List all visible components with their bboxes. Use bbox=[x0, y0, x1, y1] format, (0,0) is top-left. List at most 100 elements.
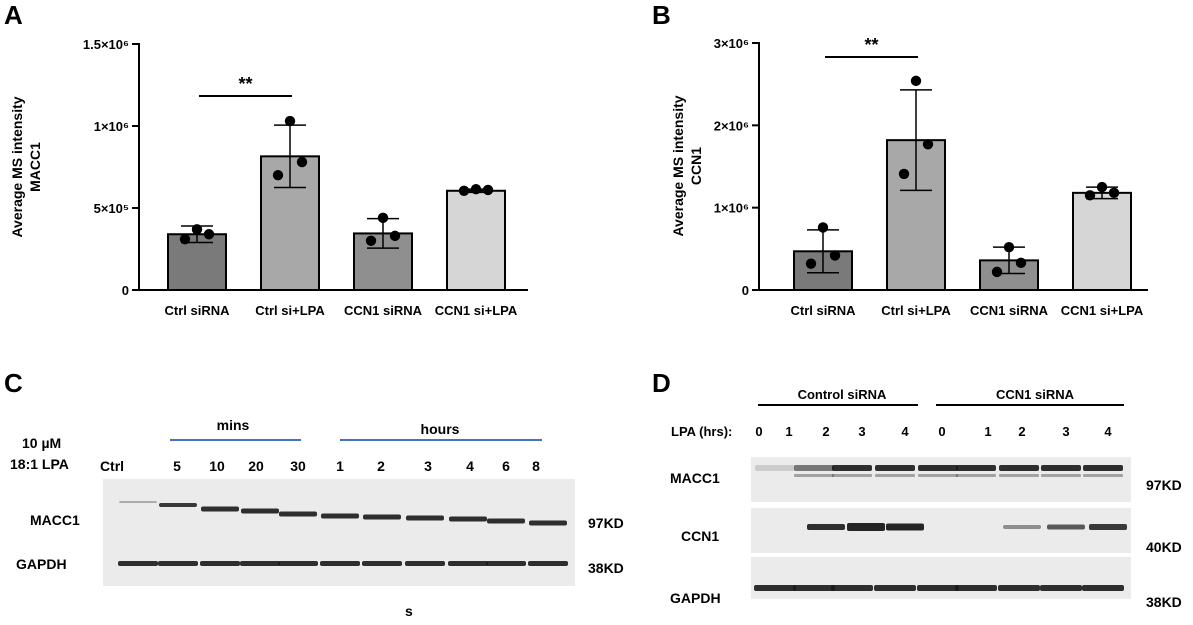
panel-a-bar bbox=[446, 189, 506, 291]
macc1-lower-band bbox=[918, 474, 958, 477]
lane-label: 1 bbox=[336, 458, 344, 474]
ccn1-band bbox=[807, 524, 845, 530]
macc1-band bbox=[875, 465, 915, 471]
caption: s bbox=[405, 603, 413, 619]
lane-label: 6 bbox=[502, 458, 510, 474]
macc1-band bbox=[449, 516, 487, 522]
lane-label: 2 bbox=[822, 424, 829, 439]
row-label-macc1-d: MACC1 bbox=[670, 470, 720, 486]
panel-b-category-label: Ctrl siRNA bbox=[790, 303, 856, 318]
panel-b-bar bbox=[1072, 191, 1132, 291]
lane-label: 1 bbox=[785, 424, 792, 439]
group-label-hours: hours bbox=[421, 421, 460, 437]
macc1-band bbox=[529, 520, 567, 526]
lane-label: 0 bbox=[938, 424, 945, 439]
panel-b-ytick-label: 3×10⁶ bbox=[714, 36, 749, 51]
macc1-band bbox=[1041, 465, 1081, 471]
size-label-38kd-d: 38KD bbox=[1146, 594, 1182, 610]
lane-label: 1 bbox=[984, 424, 991, 439]
row-label-gapdh: GAPDH bbox=[16, 556, 67, 572]
lane-label: 20 bbox=[248, 458, 264, 474]
gapdh-band bbox=[1082, 585, 1124, 591]
gapdh-band bbox=[874, 585, 916, 591]
panel-d: D Control siRNA CCN1 siRNA LPA (hrs): 0 1… bbox=[652, 368, 1182, 610]
macc1-band bbox=[279, 511, 317, 517]
panel-a-letter: A bbox=[4, 0, 23, 30]
panel-a-ylabel-line2: MACC1 bbox=[27, 142, 43, 192]
macc1-lower-band bbox=[875, 474, 915, 477]
row-label-ccn1-d: CCN1 bbox=[681, 528, 719, 544]
panel-a-data-point bbox=[458, 185, 470, 196]
gapdh-band bbox=[528, 561, 568, 566]
panel-a-data-point bbox=[377, 212, 389, 224]
gapdh-band bbox=[118, 561, 158, 566]
panel-a-category-label: CCN1 siRNA bbox=[344, 303, 423, 318]
size-label-38kd: 38KD bbox=[588, 560, 624, 576]
panel-a-ytick-label: 1×10⁶ bbox=[94, 119, 129, 134]
panel-b-category-label: CCN1 si+LPA bbox=[1061, 303, 1144, 318]
panel-b-data-point bbox=[1084, 190, 1096, 201]
gapdh-band bbox=[405, 561, 445, 566]
panel-b-data-point bbox=[817, 222, 829, 233]
panel-c-lane-labels: Ctrl 5 10 20 30 1 2 3 4 6 8 bbox=[100, 458, 540, 474]
ccn1-band bbox=[1003, 525, 1041, 529]
lane-label: 4 bbox=[901, 424, 909, 439]
panel-d-bands bbox=[754, 465, 1127, 591]
lane-label: 3 bbox=[424, 458, 432, 474]
gapdh-band bbox=[793, 585, 835, 591]
macc1-band bbox=[755, 465, 795, 471]
macc1-band bbox=[487, 518, 525, 524]
ccn1-band bbox=[886, 523, 924, 531]
ccn1-band bbox=[1047, 524, 1085, 530]
gapdh-band bbox=[831, 585, 873, 591]
panel-a-data-point bbox=[179, 233, 191, 245]
treatment-label-line2: 18:1 LPA bbox=[10, 456, 69, 472]
panel-a-data-point bbox=[482, 184, 494, 196]
lane-label: 3 bbox=[1062, 424, 1069, 439]
lane-label: 4 bbox=[466, 458, 474, 474]
panel-a-chart: 0 5×10⁵ 1×10⁶ 1.5×10⁶ Ctrl siRNA Ctrl si+LPA C… bbox=[83, 37, 518, 318]
lane-label: 8 bbox=[532, 458, 540, 474]
panel-b-data-point bbox=[898, 168, 910, 180]
group-label-ccn1-sirna: CCN1 siRNA bbox=[996, 387, 1075, 402]
blot-c-membrane bbox=[103, 479, 575, 586]
macc1-lower-band bbox=[956, 474, 996, 477]
panel-a-ytick-label: 0 bbox=[122, 283, 129, 298]
lane-label: 2 bbox=[377, 458, 385, 474]
panel-b-data-point bbox=[805, 258, 817, 269]
lane-label: 30 bbox=[290, 458, 306, 474]
blot-d-membrane-macc1 bbox=[751, 457, 1131, 502]
lane-label: 5 bbox=[173, 458, 181, 474]
macc1-band bbox=[956, 465, 996, 471]
panel-c-letter: C bbox=[4, 368, 23, 398]
panel-b: B Average MS intensity CCN1 0 1×10⁶ 2×10⁶ 3… bbox=[652, 0, 1148, 318]
panel-b-ytick-label: 2×10⁶ bbox=[714, 118, 749, 133]
size-label-97kd-d: 97KD bbox=[1146, 477, 1182, 493]
panel-a-ytick-label: 1.5×10⁶ bbox=[83, 37, 129, 52]
macc1-lower-band bbox=[794, 474, 834, 477]
macc1-band bbox=[918, 465, 958, 471]
panel-a-data-point bbox=[365, 235, 377, 246]
macc1-band bbox=[999, 465, 1039, 471]
gapdh-band bbox=[955, 585, 997, 591]
panel-b-ytick-label: 0 bbox=[742, 283, 749, 298]
gapdh-band bbox=[448, 561, 488, 566]
macc1-lower-band bbox=[832, 474, 872, 477]
gapdh-band bbox=[200, 561, 240, 566]
gapdh-band bbox=[362, 561, 402, 566]
panel-b-category-label: Ctrl si+LPA bbox=[881, 303, 951, 318]
gapdh-band bbox=[158, 561, 198, 566]
blot-d-membrane-ccn1 bbox=[751, 508, 1131, 553]
panel-b-data-point bbox=[1003, 241, 1015, 253]
group-label-control-sirna: Control siRNA bbox=[798, 387, 887, 402]
gapdh-band bbox=[240, 561, 280, 566]
panel-a-data-point bbox=[296, 156, 308, 168]
panel-b-data-point bbox=[1015, 257, 1027, 269]
panel-b-data-point bbox=[1096, 181, 1108, 193]
macc1-lower-band bbox=[999, 474, 1039, 477]
lane-label: 3 bbox=[858, 424, 865, 439]
panel-b-data-point bbox=[829, 250, 841, 261]
gapdh-band bbox=[320, 561, 360, 566]
panel-b-ytick-label: 1×10⁶ bbox=[714, 201, 749, 216]
treatment-label-line1: 10 µM bbox=[22, 435, 61, 451]
